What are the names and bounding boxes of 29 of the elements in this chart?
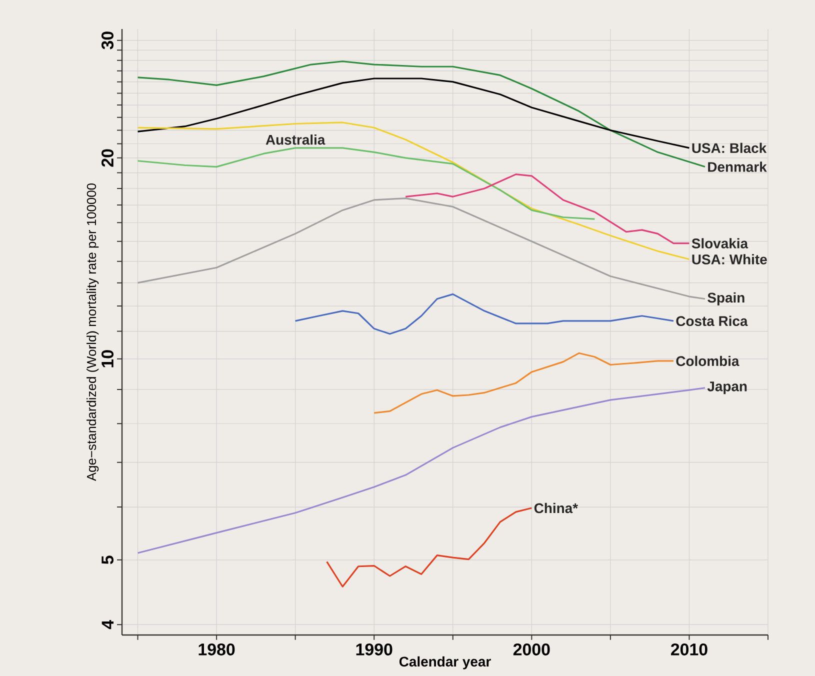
y-axis-title: Age−standardized (World) mortality rate per 100000 <box>86 183 99 482</box>
y-tick-label: 4 <box>102 620 114 630</box>
series-label: USA: White <box>692 254 767 264</box>
y-tick-label: 20 <box>102 149 114 167</box>
series-label: Colombia <box>676 356 740 366</box>
line-series <box>326 507 532 588</box>
line-series <box>136 387 706 554</box>
series-label: Australia <box>266 134 326 145</box>
line-series <box>136 122 690 260</box>
series-label: USA: Black <box>692 142 767 154</box>
series-label: China* <box>534 502 578 514</box>
line-series <box>294 293 674 335</box>
line-series <box>404 174 690 244</box>
y-tick-label: 30 <box>101 32 114 50</box>
series-label: Costa Rica <box>676 316 748 326</box>
y-tick-label: 5 <box>102 556 114 564</box>
series-label: Spain <box>708 292 744 306</box>
line-series <box>136 147 596 220</box>
series-label: Denmark <box>708 162 767 172</box>
x-tick-label: 1980 <box>198 643 235 656</box>
line-series <box>136 78 690 149</box>
line-series <box>373 352 674 414</box>
series-label: Japan <box>707 382 747 394</box>
series-label: Slovakia <box>692 238 748 248</box>
x-tick-label: 2010 <box>670 643 708 656</box>
y-tick-label: 10 <box>102 350 114 368</box>
x-tick-label: 1990 <box>356 643 392 656</box>
x-axis-title: Calendar year <box>399 656 491 670</box>
x-tick-label: 2000 <box>513 643 550 656</box>
